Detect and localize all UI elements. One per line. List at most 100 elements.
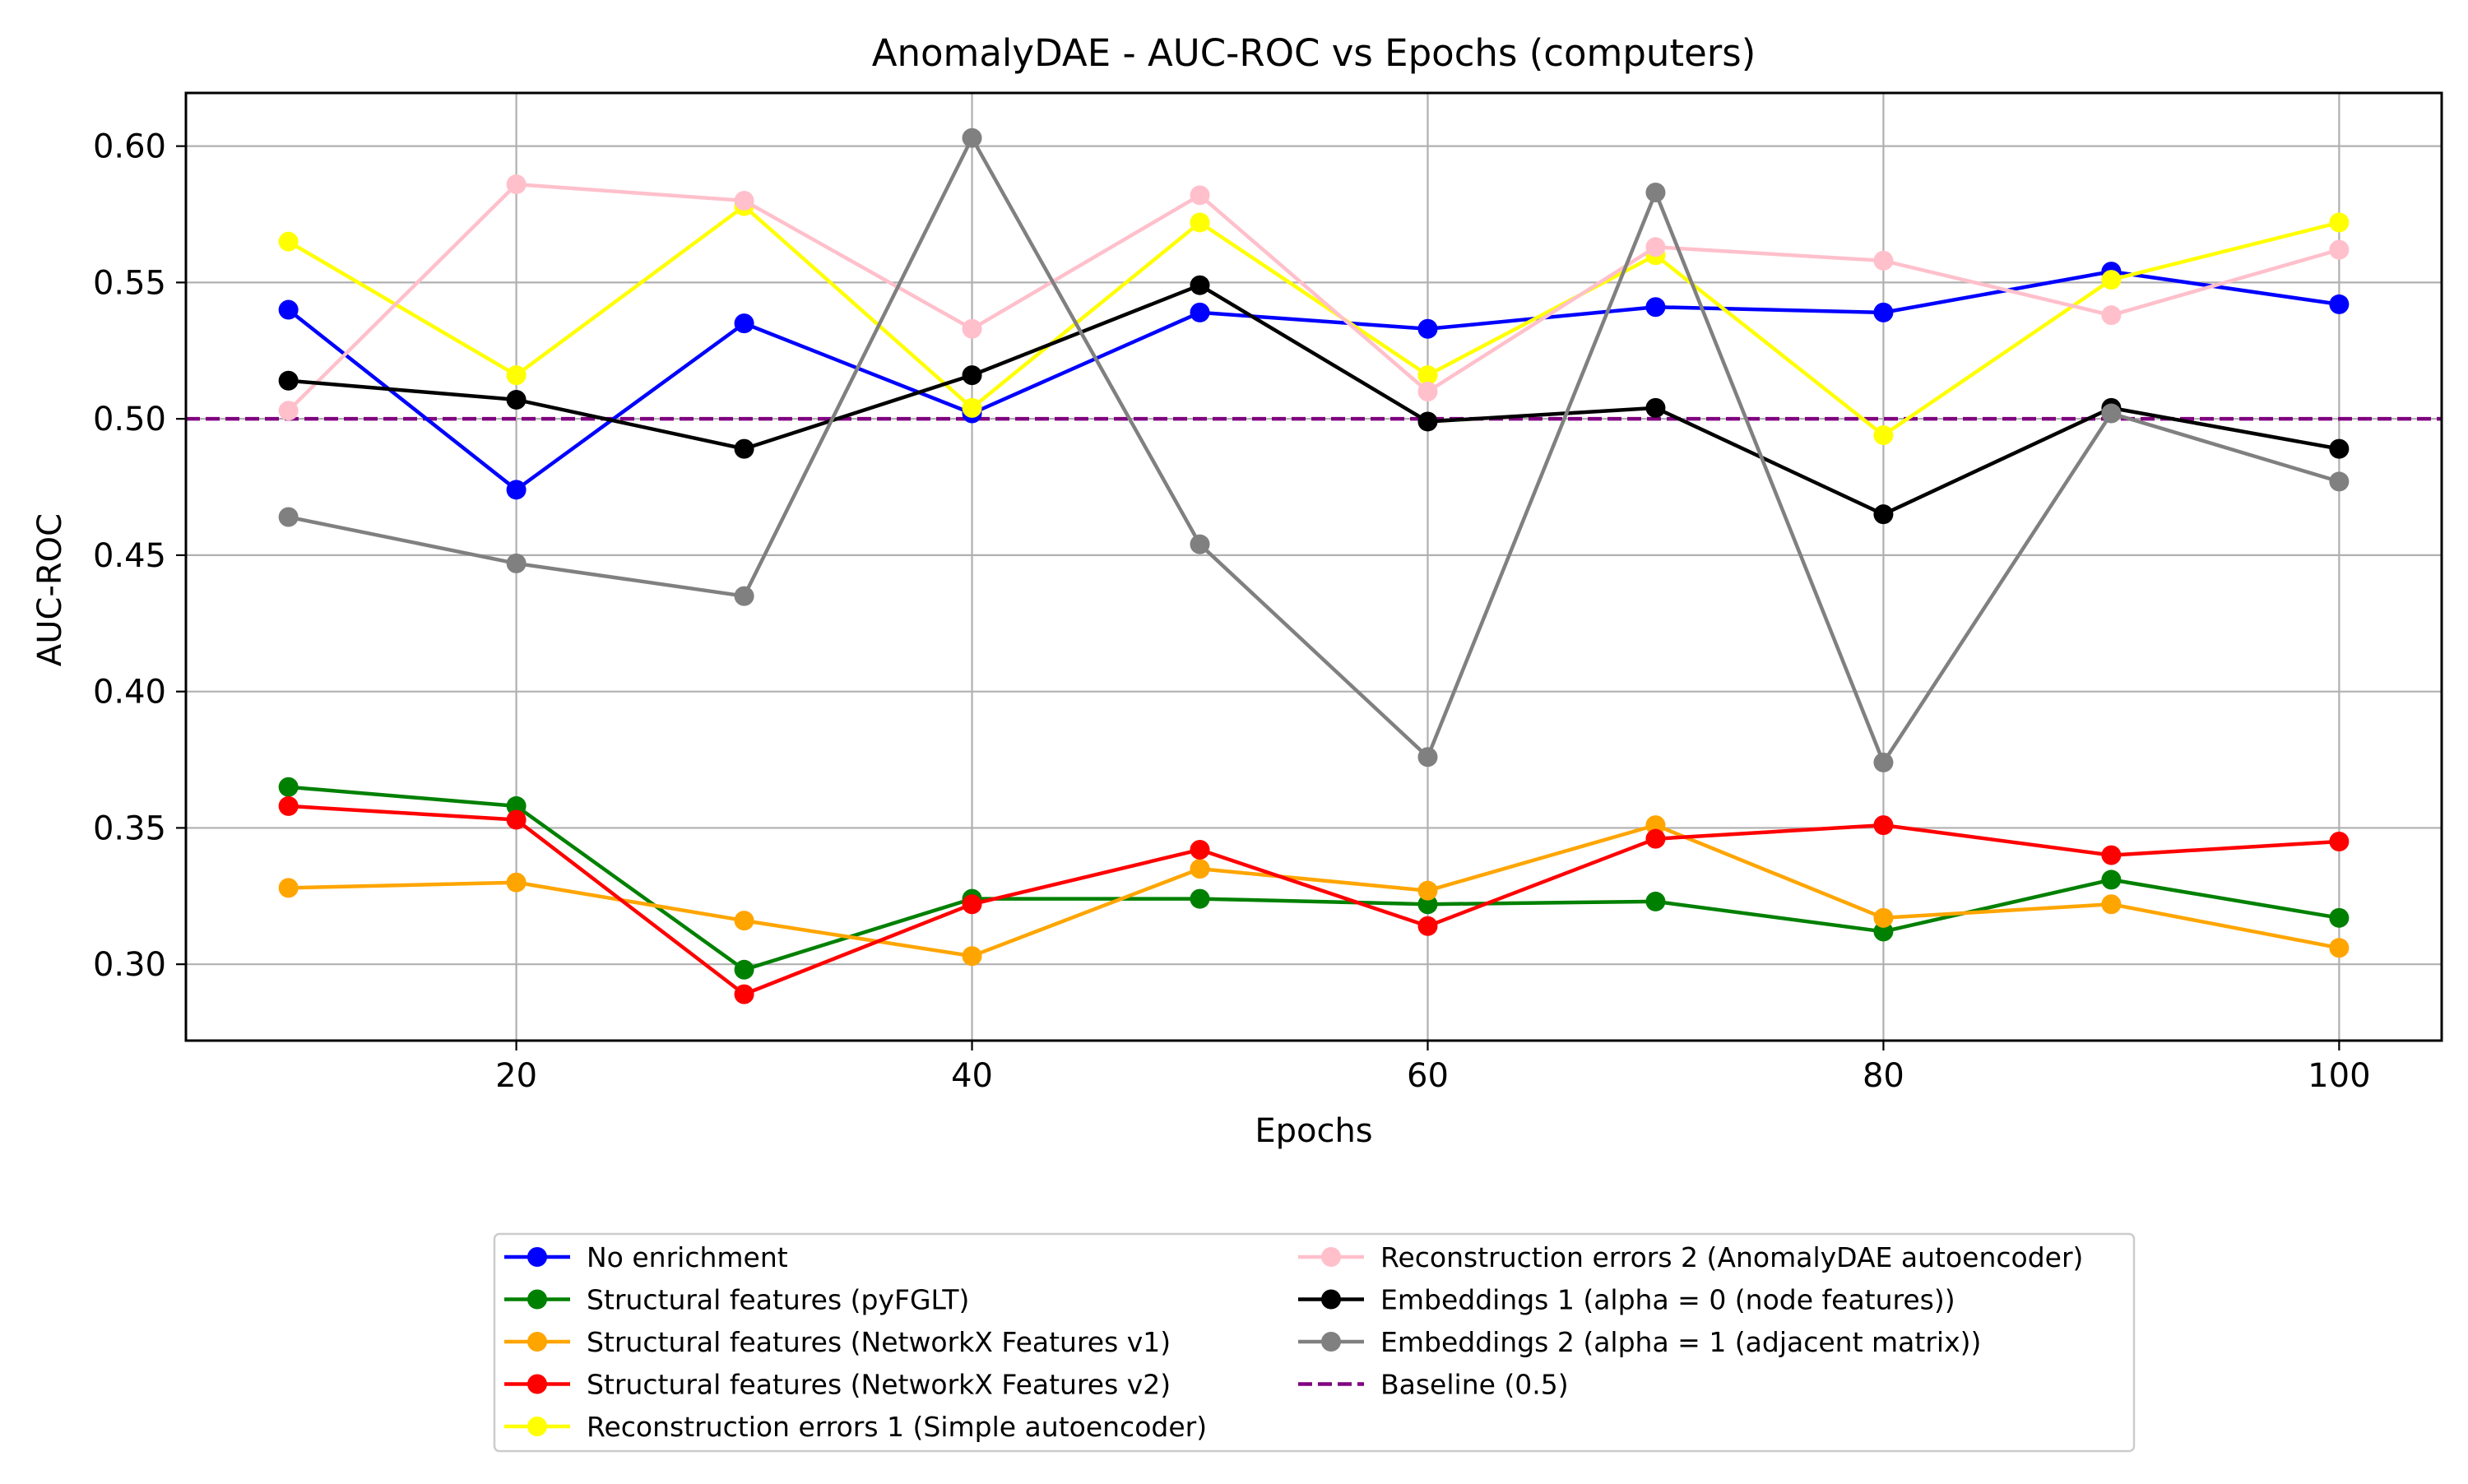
series-line [288, 785, 2340, 972]
data-point [962, 128, 982, 148]
series-group [278, 174, 2350, 421]
data-point [1873, 752, 1894, 772]
x-tick-label: 80 [1863, 1057, 1904, 1095]
data-point [1417, 382, 1438, 402]
data-point [278, 878, 299, 898]
data-point [506, 872, 527, 893]
data-point [2101, 870, 2122, 890]
legend-marker [527, 1374, 547, 1394]
series-line [288, 136, 2340, 765]
data-point [1873, 921, 1894, 942]
series-line [287, 269, 2340, 492]
legend-item: Embeddings 1 (alpha = 0 (node features)) [1298, 1284, 1955, 1316]
data-point [1190, 185, 1210, 206]
data-point [734, 438, 754, 459]
data-point [1190, 302, 1210, 322]
data-point [1873, 302, 1894, 322]
data-point [2329, 438, 2350, 459]
data-point [2101, 894, 2122, 915]
data-point [1645, 828, 1666, 849]
data-point [506, 809, 527, 830]
legend-item: No enrichment [504, 1241, 788, 1273]
data-point [2329, 294, 2350, 314]
data-point [1645, 815, 1666, 836]
data-point [962, 894, 982, 915]
x-tick-label: 100 [2308, 1057, 2370, 1095]
data-point [2329, 471, 2350, 492]
data-point [1417, 365, 1438, 386]
data-point [1645, 183, 1666, 203]
data-point [1873, 425, 1894, 446]
legend-marker [1321, 1332, 1341, 1352]
legend-item: Structural features (NetworkX Features v… [504, 1369, 1171, 1401]
legend-label: Reconstruction errors 2 (AnomalyDAE auto… [1380, 1241, 2083, 1273]
data-point [1417, 880, 1438, 901]
data-point [1873, 815, 1894, 836]
data-point [506, 174, 527, 195]
data-point [962, 397, 982, 418]
data-point [1645, 237, 1666, 257]
legend-label: Structural features (NetworkX Features v… [587, 1326, 1171, 1358]
data-point [962, 946, 982, 967]
data-point [278, 370, 299, 391]
series-line [288, 804, 2340, 996]
y-tick-label: 0.50 [93, 401, 166, 438]
data-point [962, 318, 982, 339]
data-point [962, 365, 982, 386]
series-group [278, 815, 2350, 967]
legend-label: Structural features (pyFGLT) [587, 1284, 969, 1316]
y-tick-label: 0.55 [93, 264, 166, 302]
data-point [734, 911, 754, 931]
legend-label: Embeddings 1 (alpha = 0 (node features)) [1380, 1284, 1955, 1316]
data-point [506, 365, 527, 386]
data-point [278, 777, 299, 797]
data-point [2329, 938, 2350, 958]
legend-marker [527, 1289, 547, 1310]
data-point [734, 959, 754, 980]
data-point [734, 190, 754, 211]
data-point [2101, 403, 2122, 424]
data-point [1873, 250, 1894, 271]
legend-label: Baseline (0.5) [1380, 1369, 1569, 1401]
series-group [278, 128, 2350, 772]
data-point [1190, 839, 1210, 860]
data-point [1190, 534, 1210, 554]
legend-marker [527, 1247, 547, 1267]
data-point [734, 313, 754, 334]
data-point [1190, 888, 1210, 909]
data-point [506, 389, 527, 410]
data-point [1873, 907, 1894, 928]
data-point [506, 795, 527, 816]
legend-label: Reconstruction errors 1 (Simple autoenco… [587, 1411, 1207, 1443]
data-point [2329, 831, 2350, 851]
legend-marker [527, 1332, 547, 1352]
plot-area-frame [184, 91, 2443, 1042]
data-point [1417, 318, 1438, 339]
legend-item: Structural features (NetworkX Features v… [504, 1326, 1171, 1358]
series-line [288, 283, 2340, 517]
data-point [506, 553, 527, 573]
data-point [1190, 212, 1210, 233]
x-tick-label: 60 [1407, 1057, 1449, 1095]
data-point [2101, 305, 2122, 326]
series-line [287, 182, 2340, 412]
data-point [2101, 845, 2122, 865]
legend: No enrichment Structural features (pyFGLT… [493, 1232, 2136, 1453]
legend-item: Structural features (pyFGLT) [504, 1284, 969, 1316]
data-point [2329, 907, 2350, 928]
data-point [1873, 504, 1894, 525]
data-point [278, 231, 299, 252]
data-point [2329, 239, 2350, 260]
legend-item: Reconstruction errors 1 (Simple autoenco… [504, 1411, 1207, 1443]
data-point [1645, 891, 1666, 911]
data-point [734, 586, 754, 606]
data-point [1190, 859, 1210, 879]
series-group [278, 795, 2350, 1004]
data-point [1645, 297, 1666, 318]
legend-marker [1321, 1289, 1341, 1310]
data-point [278, 299, 299, 320]
data-point [1417, 411, 1438, 432]
legend-marker [527, 1417, 547, 1436]
data-point [1190, 275, 1210, 295]
